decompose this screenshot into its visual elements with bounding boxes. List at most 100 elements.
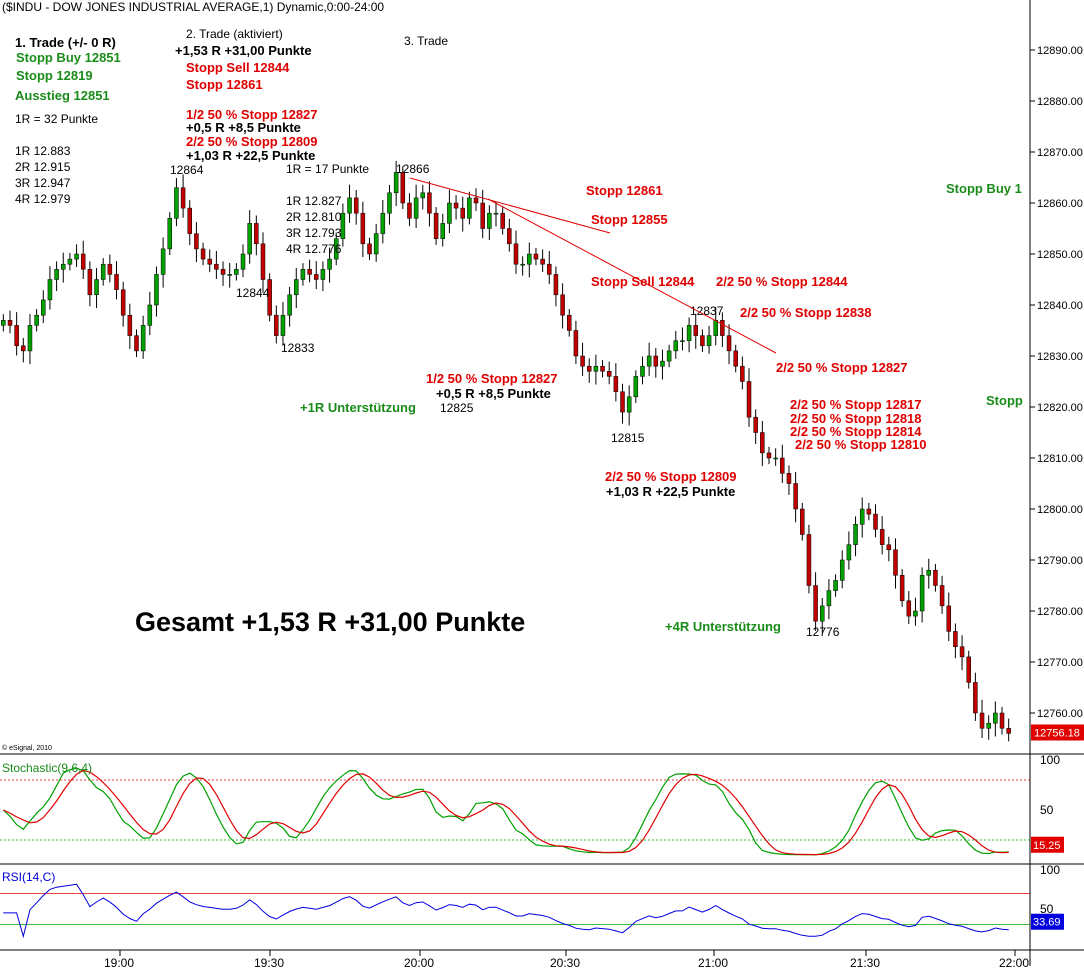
copyright: © eSignal, 2010 (2, 744, 52, 752)
candle-body (839, 559, 845, 581)
candle-body (726, 335, 732, 352)
candle-body (926, 569, 932, 576)
candle-body (94, 279, 99, 296)
price-label-12833: 12833 (281, 341, 315, 355)
candle-body (520, 263, 525, 266)
candle-body (200, 248, 206, 260)
trade1-r-def: 1R = 32 Punkte (15, 112, 98, 126)
candle-body (666, 350, 672, 362)
candle-body (959, 646, 965, 658)
candle-body (194, 233, 199, 250)
candle-body (353, 197, 359, 214)
stochastic-label: Stochastic(9,6,4) (2, 761, 92, 775)
x-tick-label: 21:00 (698, 956, 728, 970)
candle-body (127, 314, 133, 336)
trade2-stopp: Stopp 12861 (186, 77, 263, 92)
candle-body (953, 631, 958, 647)
candle-body (214, 263, 219, 270)
stopp-right: Stopp (986, 393, 1023, 408)
plot-frame (0, 0, 1030, 966)
candle-body (600, 365, 605, 372)
y-tick-label: 12880.00 (1037, 96, 1083, 108)
candle-body (294, 279, 299, 296)
candle-body (580, 355, 585, 367)
candle-body (746, 381, 752, 418)
candle-body (713, 320, 718, 336)
half2-12818: 2/2 50 % Stopp 12818 (790, 411, 922, 426)
candle-body (680, 340, 685, 342)
candle-body (939, 585, 945, 607)
candle-body (606, 371, 612, 377)
y-tick-label: 12760.00 (1037, 708, 1083, 720)
x-tick-label: 19:30 (254, 956, 284, 970)
candle-body (487, 212, 492, 229)
total-result: Gesamt +1,53 R +31,00 Punkte (135, 607, 525, 637)
trendline-lower (487, 198, 777, 354)
candle-body (567, 314, 572, 331)
candle-body (207, 258, 212, 265)
candle-body (7, 320, 13, 326)
candle-body (80, 253, 86, 270)
trade2-half1: 1/2 50 % Stopp 12827 (186, 107, 318, 122)
candle-body (347, 197, 352, 214)
candle-body (407, 202, 412, 219)
candle-body (560, 294, 565, 316)
candle-body (527, 253, 532, 265)
candle-body (280, 314, 286, 336)
trade2-title: 2. Trade (aktiviert) (186, 27, 283, 41)
candle-body (593, 365, 599, 372)
candle-body (873, 513, 878, 530)
candle-body (107, 263, 113, 275)
candle-body (853, 524, 858, 545)
candle-body (234, 269, 239, 275)
half2-12844: 2/2 50 % Stopp 12844 (716, 274, 848, 289)
y-tick-label: 12810.00 (1037, 453, 1083, 465)
y-tick-label: 12840.00 (1037, 300, 1083, 312)
candle-body (766, 452, 772, 459)
candle-body (966, 656, 971, 683)
stopp-sell-12844: Stopp Sell 12844 (591, 274, 695, 289)
trade1-r1: 1R 12.883 (15, 144, 71, 158)
price-label-12864: 12864 (170, 163, 204, 177)
candle-body (780, 457, 785, 474)
y-tick-label: 12790.00 (1037, 555, 1083, 567)
trade2-r1: 1R 12.827 (286, 194, 342, 208)
candle-body (480, 202, 485, 229)
candle-body (686, 325, 692, 341)
candle-body (653, 355, 659, 367)
candle-body (640, 365, 645, 377)
stochastic-tick-label: 100 (1040, 753, 1060, 767)
y-tick-label: 12870.00 (1037, 147, 1083, 159)
candle-body (400, 172, 406, 204)
candle-body (267, 279, 272, 316)
trade1-ausstieg: Ausstieg 12851 (15, 88, 110, 103)
candle-body (420, 192, 426, 199)
stochastic-last-value: 15.25 (1033, 840, 1061, 852)
candle-body (473, 197, 479, 204)
half2-12809: 2/2 50 % Stopp 12809 (605, 469, 737, 484)
candle-body (700, 335, 705, 347)
y-tick-label: 12770.00 (1037, 657, 1083, 669)
rsi-tick-label: 50 (1040, 902, 1054, 916)
trade2-r3: 3R 12.793 (286, 226, 342, 240)
candle-body (287, 294, 292, 316)
candle-body (933, 569, 938, 586)
stochastic-panel: 100 50 15.25 (0, 753, 1064, 856)
candle-body (586, 365, 592, 372)
candle-body (720, 320, 725, 336)
candle-body (433, 212, 439, 239)
candle-body (573, 330, 579, 357)
y-tick-label: 12890.00 (1037, 45, 1083, 57)
candle-body (793, 483, 798, 510)
trade2-r-def: 1R = 17 Punkte (286, 162, 369, 176)
x-tick-label: 22:00 (999, 956, 1029, 970)
candle-body (533, 253, 539, 260)
last-price-value: 12756.18 (1034, 727, 1080, 739)
stochastic-d-line (3, 769, 1009, 856)
candle-body (41, 299, 46, 316)
candle-body (114, 274, 119, 290)
stopp-12861: Stopp 12861 (586, 183, 663, 198)
candle-body (74, 253, 79, 260)
half2-12809-result: +1,03 R +22,5 Punkte (606, 484, 735, 499)
candle-body (553, 274, 559, 296)
